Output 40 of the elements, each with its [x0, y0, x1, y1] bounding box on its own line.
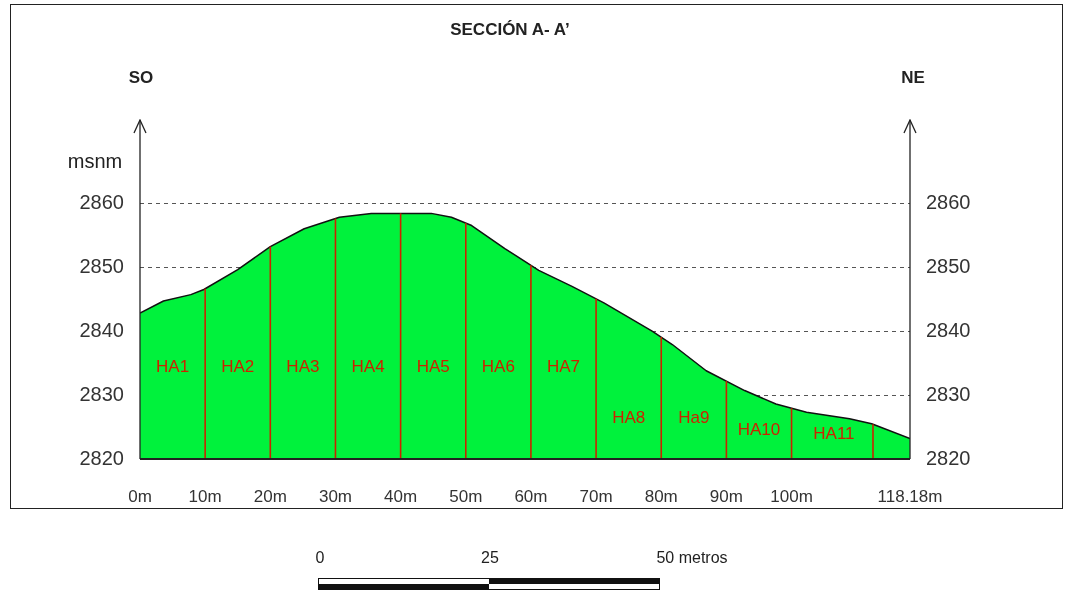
- x-tick-label: 30m: [318, 486, 352, 506]
- y2-tick-label: 2840: [926, 318, 971, 341]
- annotation: HA8: [612, 407, 646, 427]
- x-tick-label: 0m: [128, 486, 152, 506]
- y-tick-label: 2830: [79, 382, 124, 405]
- y2-tick-label: 2830: [926, 382, 971, 405]
- y2-tick-label: 2860: [926, 190, 971, 213]
- y-tick-label: 2820: [79, 446, 124, 469]
- annotation: HA10: [737, 419, 781, 439]
- text: NE: [901, 68, 925, 88]
- text: 0: [315, 549, 325, 567]
- x-tick-label: 80m: [644, 486, 678, 506]
- annotation: HA1: [156, 356, 190, 376]
- annotation: HA5: [416, 356, 450, 376]
- y-axis-title: msnm: [67, 149, 123, 172]
- annotation: HA3: [286, 356, 320, 376]
- y-tick-label: 2840: [79, 318, 124, 341]
- text: SO: [128, 68, 154, 88]
- chart-title: SECCIÓN A- A’: [450, 19, 570, 39]
- annotation: HA4: [351, 356, 385, 376]
- x-tick-label: 50m: [449, 486, 483, 506]
- annotation: HA7: [546, 356, 581, 376]
- x-tick-label: 90m: [709, 486, 743, 506]
- y2-tick-label: 2850: [926, 254, 971, 277]
- text: 25: [481, 549, 499, 567]
- annotation: HA6: [481, 356, 515, 376]
- annotation: HA11: [813, 423, 855, 443]
- x-tick-label: 118.18m: [877, 486, 943, 506]
- y2-tick-label: 2820: [926, 446, 971, 469]
- x-tick-label: 10m: [188, 486, 222, 506]
- x-tick-label: 20m: [253, 486, 287, 506]
- annotation: HA2: [221, 356, 255, 376]
- y-tick-label: 2860: [79, 190, 124, 213]
- x-tick-label: 100m: [770, 486, 813, 506]
- x-tick-label: 70m: [579, 486, 613, 506]
- y-tick-label: 2850: [79, 254, 124, 277]
- x-tick-label: 60m: [514, 486, 548, 506]
- x-tick-label: 40m: [384, 486, 418, 506]
- text: 50 metros: [656, 549, 728, 567]
- annotation: Ha9: [678, 407, 710, 427]
